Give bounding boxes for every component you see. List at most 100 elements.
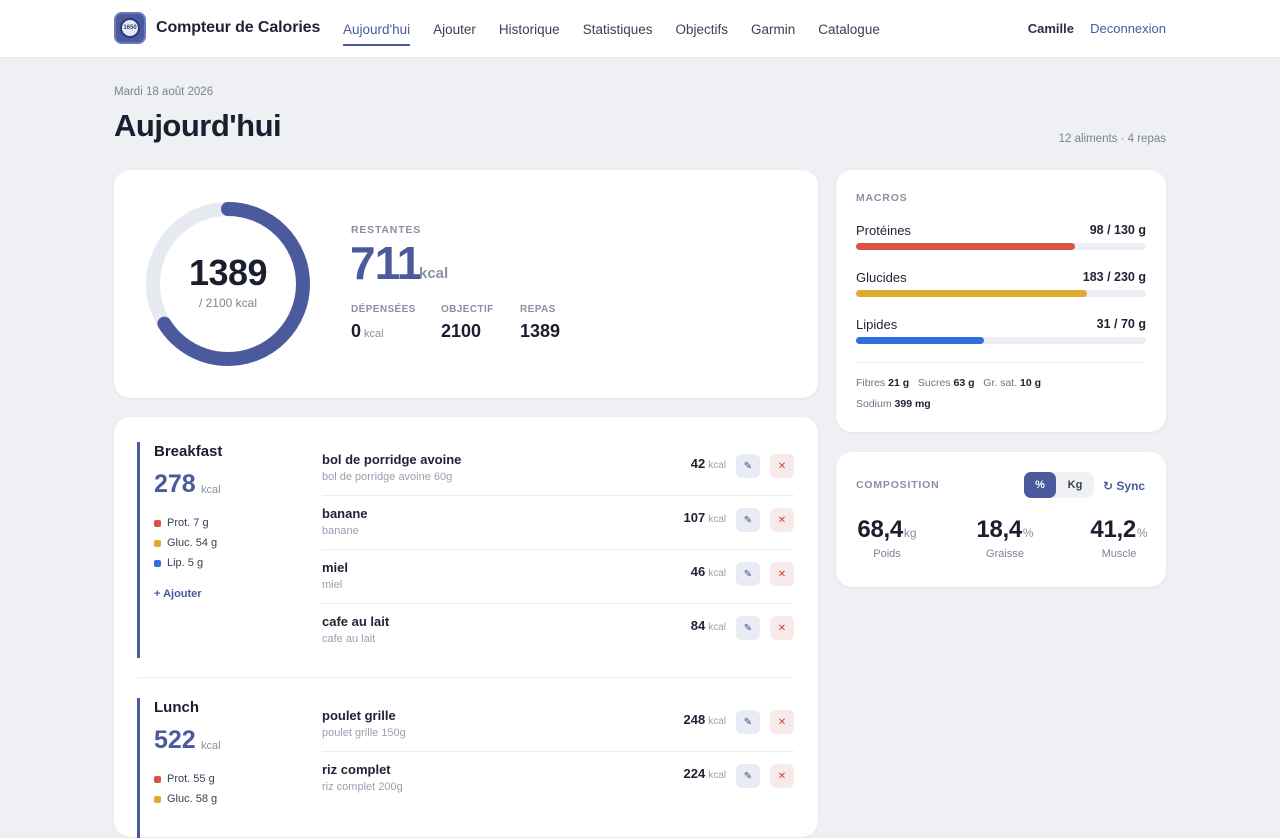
meal-accent-bar	[137, 698, 140, 838]
carbs-dot-icon	[154, 795, 161, 803]
sync-button[interactable]: ↻ Sync	[1103, 479, 1145, 493]
nav-catalog[interactable]: Catalogue	[818, 21, 880, 37]
macro-value: 183 / 230 g	[1082, 270, 1146, 284]
macro-progress-fill	[856, 290, 1087, 297]
macro-name: Lipides	[856, 317, 898, 332]
edit-button[interactable]: ✎	[736, 710, 760, 734]
add-food-link[interactable]: + Ajouter	[154, 588, 202, 600]
close-icon: ✕	[777, 514, 787, 526]
page-title: Aujourd'hui	[114, 108, 282, 143]
weight-unit: kg	[903, 526, 917, 540]
food-desc: bol de porridge avoine 60g	[322, 471, 453, 483]
close-icon: ✕	[777, 622, 787, 634]
food-kcal-unit: kcal	[708, 716, 726, 727]
pencil-icon: ✎	[743, 514, 753, 526]
nav-today[interactable]: Aujourd'hui	[343, 0, 411, 58]
food-name: poulet grille	[322, 708, 396, 723]
fat-value: 18,4	[976, 516, 1022, 543]
sodium-row: Sodium 399 mg	[856, 398, 931, 410]
logo-badge: 1650	[120, 18, 140, 38]
food-name: cafe au lait	[322, 614, 390, 629]
macro-name: Glucides	[856, 270, 907, 285]
macro-carbs: Glucides 183 / 230 g	[856, 270, 1146, 297]
delete-button[interactable]: ✕	[770, 710, 794, 734]
weight-stat: 68,4kg Poids	[837, 516, 937, 560]
toggle-percent[interactable]: %	[1024, 472, 1056, 498]
goal-kcal-text: / 2100 kcal	[198, 296, 258, 310]
food-item: banane banane 107 kcal ✎ ✕	[322, 496, 794, 550]
nav-add[interactable]: Ajouter	[433, 21, 476, 37]
protein-dot-icon	[154, 775, 161, 783]
food-kcal: 107 kcal	[684, 510, 727, 525]
fat-label: Graisse	[986, 548, 1024, 560]
goal-label: OBJECTIF	[441, 304, 494, 315]
remaining-unit: kcal	[419, 265, 449, 282]
sucres-label: Sucres	[917, 377, 951, 389]
grsat-value: 10 g	[1020, 377, 1042, 389]
remaining-kcal: 711	[350, 237, 422, 289]
pencil-icon: ✎	[743, 568, 753, 580]
food-desc: poulet grille 150g	[322, 727, 406, 739]
macro-progress-track	[856, 290, 1146, 297]
food-name: riz complet	[322, 762, 391, 777]
food-kcal: 224 kcal	[684, 766, 727, 781]
delete-button[interactable]: ✕	[770, 454, 794, 478]
fibres-label: Fibres	[856, 377, 886, 389]
food-kcal-unit: kcal	[708, 568, 726, 579]
meal-name: Breakfast	[154, 443, 223, 460]
logout-link[interactable]: Deconnexion	[1090, 21, 1166, 36]
food-kcal-value: 224	[683, 766, 706, 781]
delete-button[interactable]: ✕	[770, 764, 794, 788]
food-kcal-value: 107	[683, 510, 706, 525]
macro-progress-fill	[856, 337, 985, 344]
delete-button[interactable]: ✕	[770, 508, 794, 532]
close-icon: ✕	[777, 716, 787, 728]
macro-value: 98 / 130 g	[1089, 223, 1146, 237]
nav-goals[interactable]: Objectifs	[675, 21, 729, 37]
muscle-value: 41,2	[1090, 516, 1136, 543]
meal-protein: Prot. 7 g	[154, 517, 209, 529]
edit-button[interactable]: ✎	[736, 508, 760, 532]
food-kcal-value: 248	[683, 712, 706, 727]
unit-toggle: % Kg	[1024, 472, 1094, 498]
food-kcal-unit: kcal	[708, 460, 726, 471]
edit-button[interactable]: ✎	[736, 616, 760, 640]
meal-divider	[137, 677, 794, 678]
food-name: banane	[322, 506, 368, 521]
meals-card: Breakfast 278 kcal Prot. 7 g Gluc. 54 g …	[114, 417, 818, 838]
edit-button[interactable]: ✎	[736, 764, 760, 788]
edit-button[interactable]: ✎	[736, 454, 760, 478]
delete-button[interactable]: ✕	[770, 616, 794, 640]
food-kcal-unit: kcal	[708, 770, 726, 781]
macro-progress-track	[856, 337, 1146, 344]
meal-kcal-unit: kcal	[201, 484, 221, 496]
nav-garmin[interactable]: Garmin	[751, 21, 796, 37]
nav-history[interactable]: Historique	[498, 21, 560, 37]
food-kcal: 84 kcal	[691, 618, 726, 633]
meal-name: Lunch	[154, 699, 199, 716]
composition-title: COMPOSITION	[856, 479, 940, 491]
spent-unit: kcal	[364, 328, 384, 340]
fat-text: Lip. 5 g	[167, 557, 204, 569]
toggle-kg[interactable]: Kg	[1067, 479, 1083, 491]
food-desc: cafe au lait	[322, 633, 376, 645]
grsat-label: Gr. sat.	[983, 377, 1018, 389]
edit-button[interactable]: ✎	[736, 562, 760, 586]
current-date: Mardi 18 août 2026	[114, 86, 214, 98]
meals-value: 1389	[520, 321, 561, 341]
ring-progress	[146, 202, 310, 366]
spent-value: 0	[351, 321, 362, 341]
meal-carbs: Gluc. 54 g	[154, 537, 217, 549]
macros-divider	[856, 362, 1146, 363]
meal-kcal: 278	[154, 470, 196, 498]
nav-stats[interactable]: Statistiques	[582, 21, 653, 37]
food-kcal-unit: kcal	[708, 514, 726, 525]
food-desc: riz complet 200g	[322, 781, 403, 793]
meals-label: REPAS	[520, 304, 556, 315]
spent-label: DÉPENSÉES	[351, 304, 416, 315]
delete-button[interactable]: ✕	[770, 562, 794, 586]
macro-progress-track	[856, 243, 1146, 250]
meal-lunch: Lunch 522 kcal Prot. 55 g Gluc. 58 g pou…	[137, 698, 794, 838]
app-logo-icon: 1650	[114, 12, 146, 44]
brand[interactable]: 1650 Compteur de Calories	[114, 12, 320, 44]
